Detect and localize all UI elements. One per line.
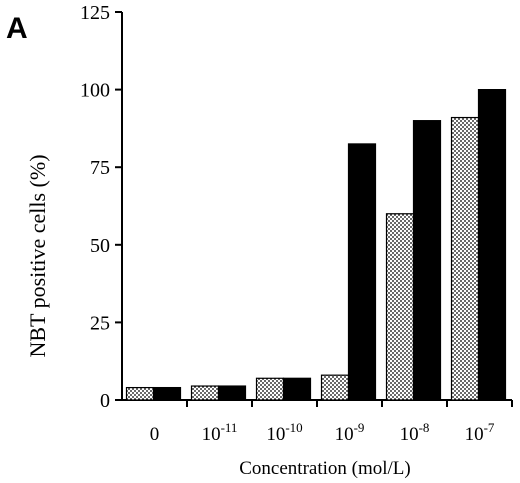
x-tick-label-base: 10 — [202, 424, 221, 445]
x-tick-label-exponent: -10 — [285, 420, 302, 435]
x-tick-label-exponent: -7 — [484, 420, 495, 435]
bars — [125, 88, 507, 401]
y-tick-label: 75 — [90, 157, 110, 179]
bar-solid — [152, 386, 182, 401]
x-axis: 0 10-11 10-10 10-9 10-8 10-7 — [122, 399, 513, 445]
x-tick-label-base: 10 — [400, 424, 419, 445]
bar-dotted — [255, 377, 285, 401]
bar-solid — [412, 120, 442, 401]
x-tick-label: 0 — [150, 424, 160, 445]
x-tick-label-base: 0 — [150, 424, 160, 445]
bar-dotted — [385, 213, 415, 401]
x-tick-label-exponent: -9 — [354, 420, 365, 435]
x-tick-label-base: 10 — [266, 424, 285, 445]
x-tick-label: 10-11 — [202, 420, 238, 445]
x-tick-label: 10-10 — [266, 420, 302, 445]
y-axis: 0 25 50 75 100 125 — [80, 2, 123, 412]
y-tick-label: 125 — [80, 2, 110, 24]
bar-solid — [477, 88, 507, 401]
x-axis-label: Concentration (mol/L) — [239, 458, 410, 479]
y-axis-label: NBT positive cells (%) — [25, 154, 50, 357]
bar-dotted — [320, 374, 350, 401]
x-tick-label-base: 10 — [465, 424, 484, 445]
bar-dotted — [125, 386, 155, 401]
bar-dotted — [190, 385, 220, 401]
panel-label: A — [6, 12, 28, 45]
y-tick-label: 50 — [90, 235, 110, 257]
bar-solid — [347, 143, 377, 401]
x-tick-label-exponent: -11 — [221, 420, 238, 435]
x-tick-label: 10-8 — [400, 420, 430, 445]
bar-solid — [282, 377, 312, 401]
bar-solid — [217, 385, 247, 401]
y-tick-label: 0 — [100, 390, 110, 412]
x-tick-label-base: 10 — [335, 424, 354, 445]
x-tick-label: 10-7 — [465, 420, 495, 445]
x-tick-label: 10-9 — [335, 420, 365, 445]
x-tick-label-exponent: -8 — [419, 420, 430, 435]
y-tick-label: 100 — [80, 80, 110, 102]
bar-dotted — [450, 116, 480, 401]
y-tick-label: 25 — [90, 312, 110, 334]
